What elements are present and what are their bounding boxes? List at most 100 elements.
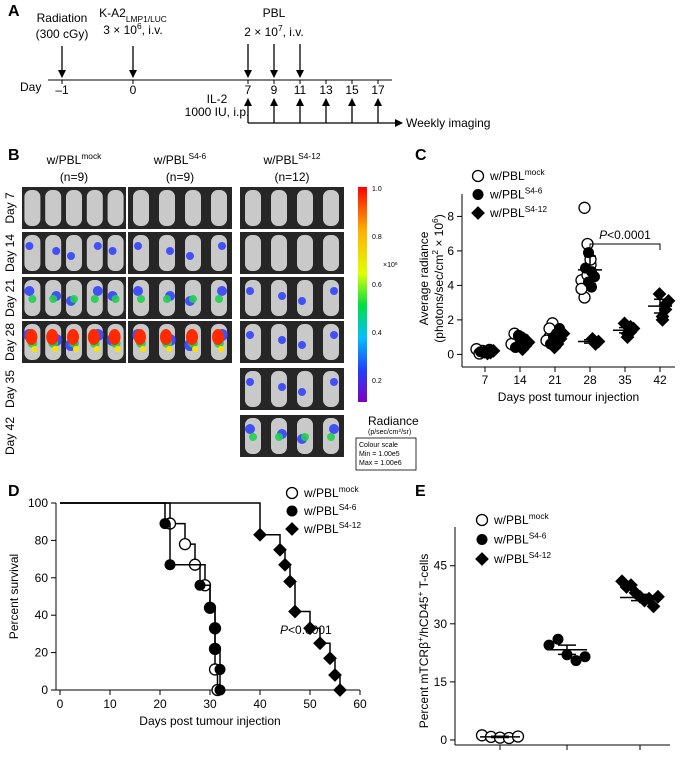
diamond-marker [651,589,665,604]
diamond-marker [253,527,267,542]
circle-marker [476,534,488,545]
y-tick-label: 15 [434,675,448,689]
day-tick-label: 9 [271,83,278,97]
tumour-signal [137,295,145,303]
tumour-signal [301,433,309,441]
legend-label-sup: mock [529,511,550,521]
row-label: Day 21 [3,279,17,317]
color-scale-unit: ×106 [383,261,398,270]
legend-label-sup: S4-12 [529,550,552,560]
tumour-signal [166,346,172,352]
diamond-marker [652,287,667,301]
tumour-signal [246,287,254,295]
tumour-signal [46,329,59,345]
diamond-marker [655,313,670,327]
radiance-unit-part: /sr) [401,429,411,436]
pbl-label: PBL [263,6,286,20]
diamond-marker [475,552,489,566]
group-header-base: w/PBL [153,153,189,167]
tumour-signal [217,286,227,296]
x-tick-label: 28 [583,373,597,387]
diamond-marker [480,345,495,360]
x-tick-label: 10 [103,697,117,711]
x-tick-label: 35 [618,373,632,387]
mouse-body [24,190,41,226]
tumour-dose-part: 3 × 10 [103,23,137,37]
tumour-signal [52,346,59,352]
tumour-signal [330,287,338,295]
legend-label-base: w/PBL [489,169,525,183]
color-scale-tick: 0.4 [372,330,382,337]
group-header-base: w/PBL [262,153,298,167]
legend-label: w/PBLmock [489,167,546,183]
y-axis-label-part: 2 [430,250,440,255]
y-axis-label-part: + [415,637,425,642]
row-label: Day 35 [3,370,17,408]
circle-marker [543,639,555,651]
tumour-signal [215,295,223,303]
circle-marker [214,663,226,675]
mouse-body [211,190,227,226]
tumour-signal [93,242,102,250]
tumour-signal [246,378,254,386]
radiance-unit-part: 2 [398,428,401,434]
mouse-body [107,190,124,226]
legend-label-base: w/PBL [489,188,525,202]
mouse-body [323,280,339,316]
legend-label-base: w/PBL [489,206,525,220]
tumour-signal [245,424,255,434]
x-tick-label: 14 [513,373,527,387]
tumour-signal [218,346,224,352]
row-label: Day 28 [3,323,17,361]
mouse-body [297,190,313,226]
group-header: w/PBLS4-6 [153,151,207,167]
tumour-signal [52,247,61,255]
p-value-part: P [280,623,288,637]
tumour-signal [278,383,286,391]
panel-label: B [8,147,20,164]
tumour-signal [93,346,100,352]
color-scale-tick: 0.8 [372,234,382,241]
y-axis-label: Percent mTCRβ+/hCD45+ T-cells [415,554,431,729]
tumour-signal [163,295,171,303]
mouse-body [323,324,339,360]
x-tick-label: 60 [353,697,367,711]
mouse-body [211,235,227,271]
mouse-body [86,235,103,271]
mouse-body [86,190,103,226]
tumour-signal [67,329,79,345]
y-tick-label: 20 [35,646,49,660]
group-header-sup: S4-12 [298,151,321,161]
legend-label-base: w/PBL [303,504,339,518]
circle-marker [204,602,216,614]
color-scale-tick: 0.6 [372,282,382,289]
y-axis-label: Percent survival [7,554,21,639]
y-tick-label: 0 [440,733,447,747]
tumour-signal [218,242,226,250]
group-header: w/PBLS4-12 [262,151,320,167]
mouse-body [133,235,149,271]
circle-marker [159,518,171,530]
error-bar [584,255,596,285]
mouse-body [323,235,339,271]
day-tick-label: 7 [245,83,252,97]
group-n: (n=9) [166,170,194,184]
y-axis-label-part: (photons/sec/cm [432,255,446,343]
legend-label-sup: S4-12 [525,204,548,214]
panel-label: C [415,147,427,164]
il2-dose: 1000 IU, i.p. [185,105,250,119]
y-axis-label-part: ) [432,214,446,218]
colour-scale-text: Max = 1.00e6 [359,460,402,467]
x-tick-label: 7 [482,373,489,387]
diamond-marker [471,206,485,220]
open-circle-marker [471,169,485,183]
day-tick-label: 17 [371,83,385,97]
tumour-signal [31,346,38,352]
tumour-signal [278,292,286,300]
legend-label: w/PBLmock [493,511,550,527]
day-tick-label: 15 [345,83,359,97]
circle-marker [209,643,221,655]
group-header: w/PBLmock [46,151,103,167]
y-tick-label: 8 [447,209,454,223]
y-axis-label-part: × 10 [432,223,446,250]
